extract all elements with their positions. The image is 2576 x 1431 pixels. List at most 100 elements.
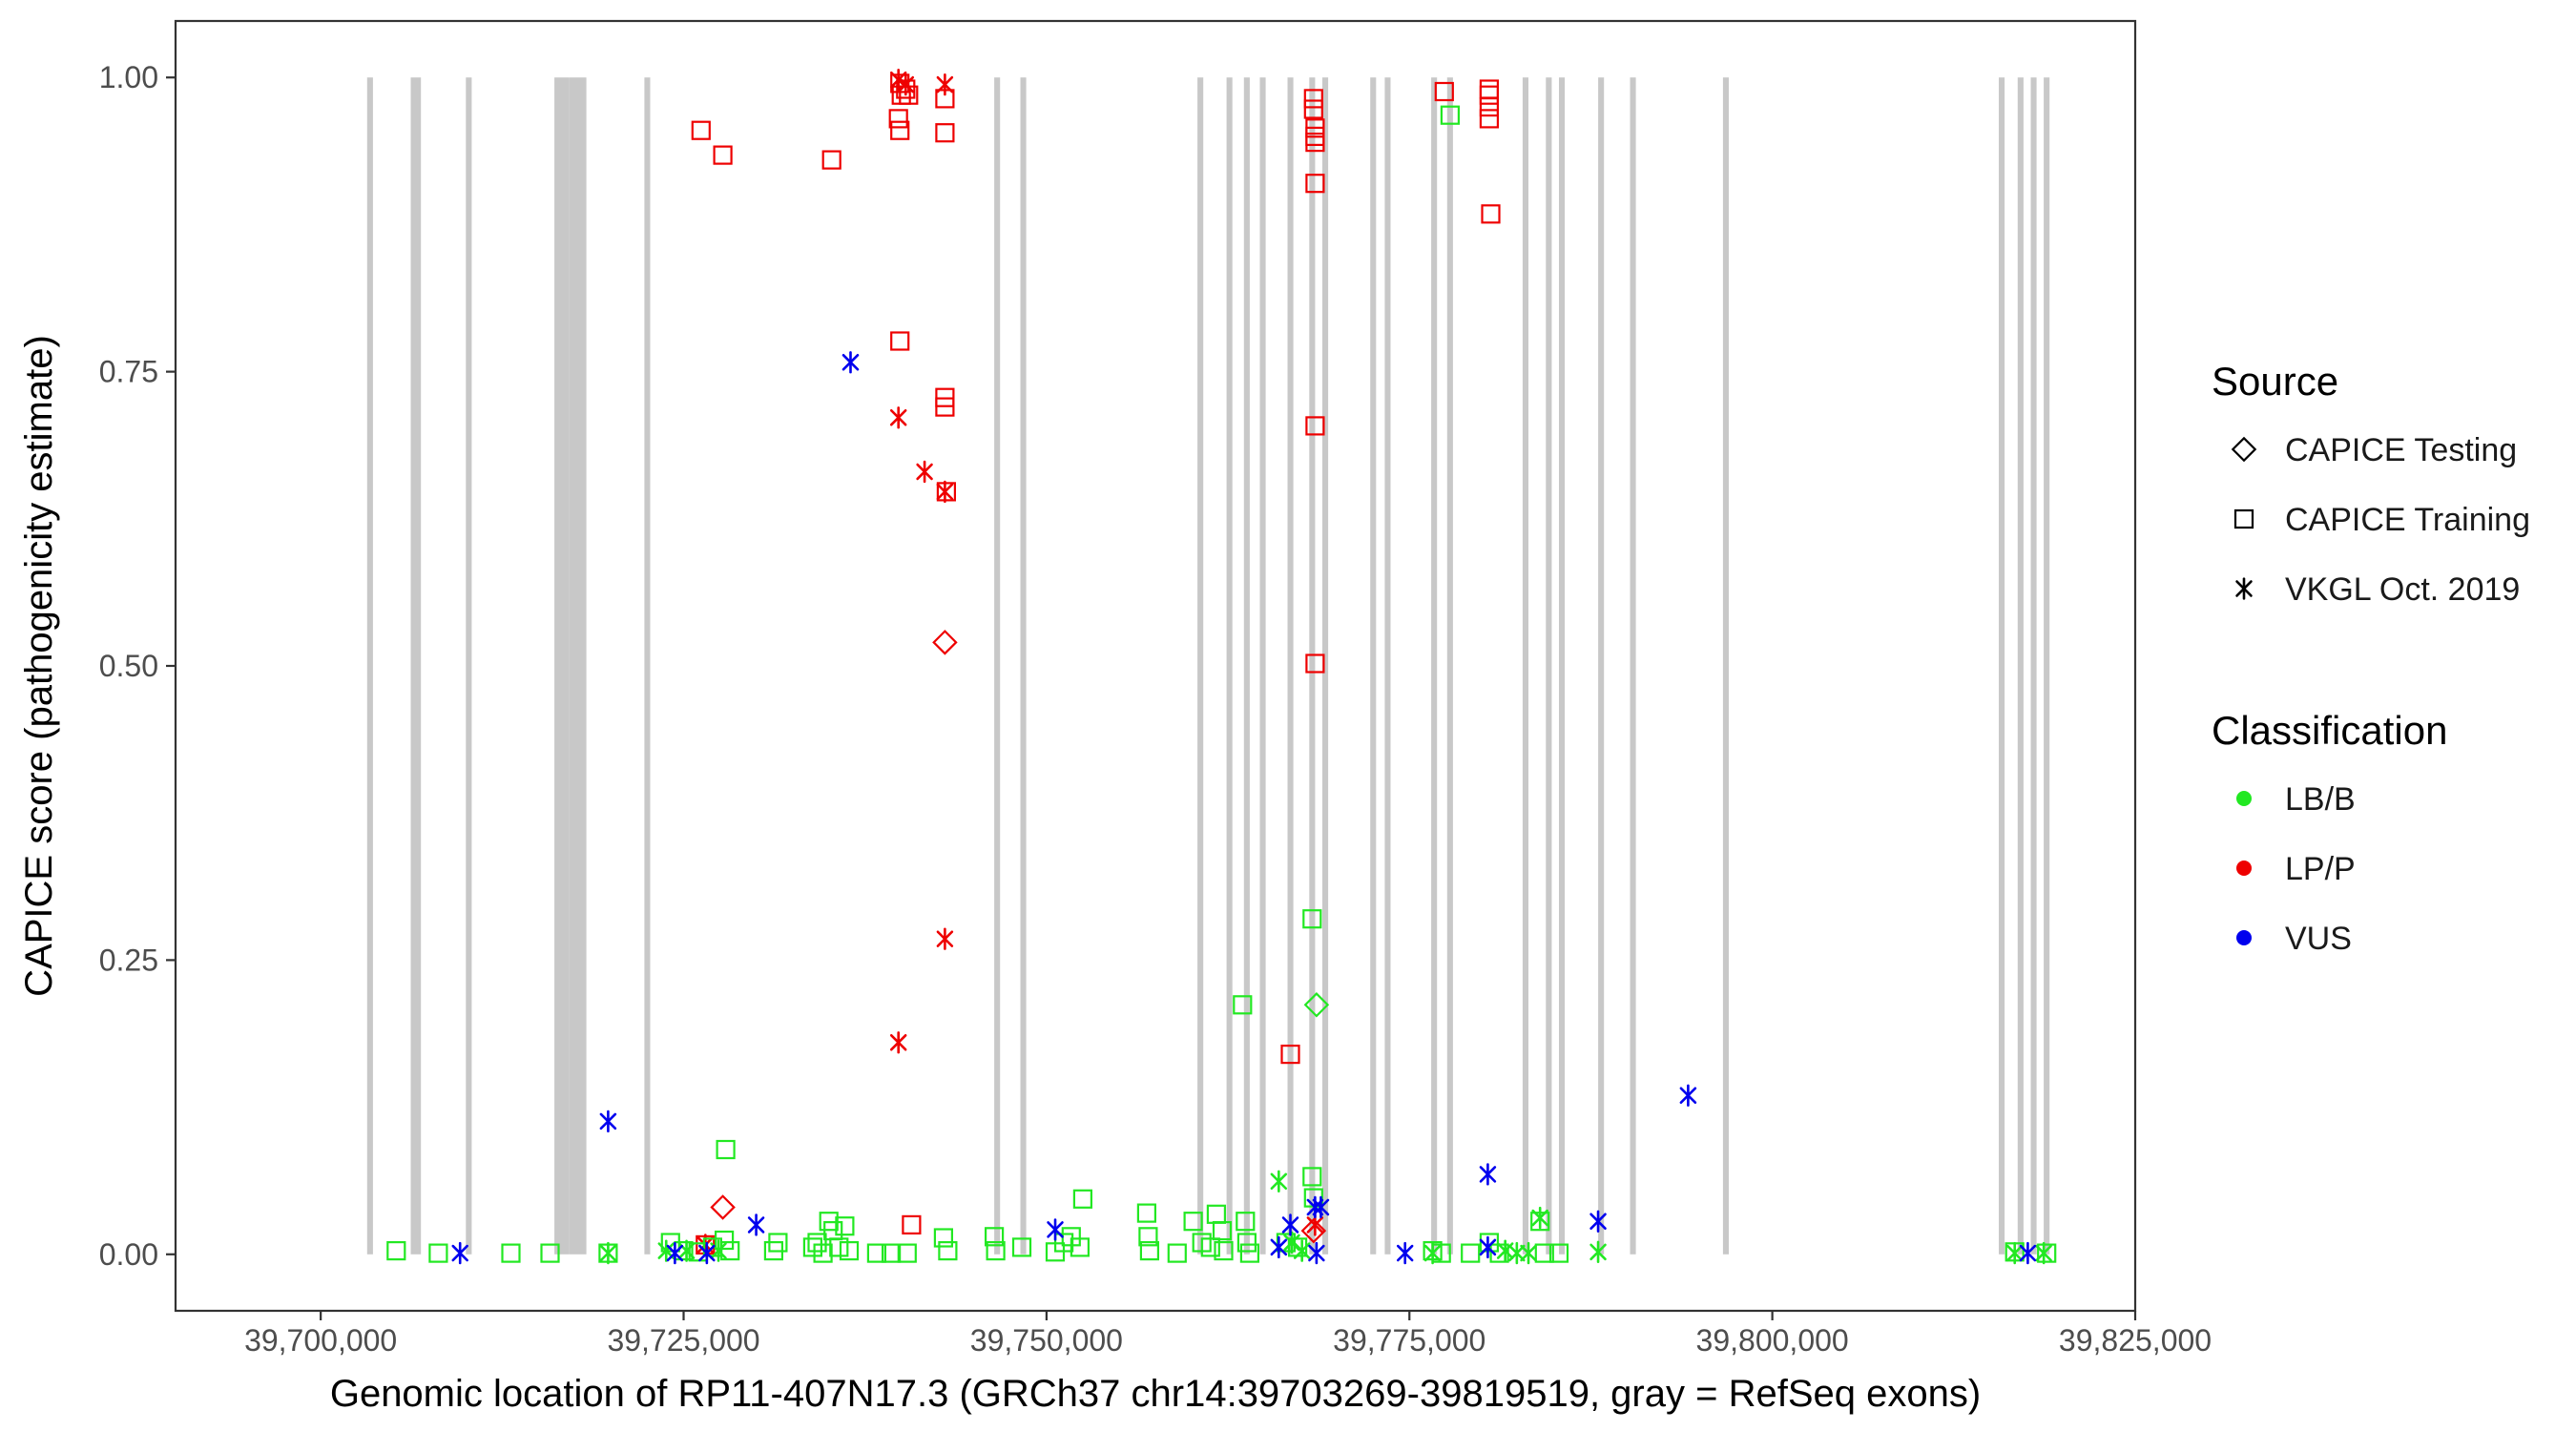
point-capice-training (713, 145, 733, 165)
point-vkgl-oct-2019 (2005, 1241, 2024, 1265)
point-capice-training (691, 120, 711, 140)
point-capice-training (1236, 1233, 1257, 1253)
point-vkgl-oct-2019 (1281, 1213, 1299, 1236)
point-capice-training (540, 1243, 560, 1263)
point-capice-training (986, 1240, 1006, 1261)
point-vkgl-oct-2019 (666, 1241, 684, 1265)
point-capice-training (1183, 1212, 1203, 1232)
exon-band (1384, 77, 1391, 1255)
exon-band (1999, 77, 2005, 1255)
exon-band (366, 77, 373, 1255)
point-capice-training (716, 1139, 736, 1160)
point-capice-training (714, 1230, 735, 1251)
point-capice-training (1011, 1237, 1032, 1257)
point-vkgl-oct-2019 (1308, 1241, 1325, 1265)
legend-source-testing-label: CAPICE Testing (2285, 432, 2517, 468)
y-axis-title: CAPICE score (pathogenicity estimate) (18, 335, 60, 997)
point-capice-training (835, 1216, 855, 1236)
y-tick-label: 0.25 (99, 943, 158, 977)
exon-band (1446, 77, 1453, 1255)
point-vkgl-oct-2019 (747, 1213, 765, 1236)
x-tick-label: 39,750,000 (970, 1323, 1123, 1358)
point-vkgl-oct-2019 (698, 1241, 716, 1265)
point-capice-training (935, 123, 955, 143)
point-vkgl-oct-2019 (1520, 1241, 1537, 1265)
point-capice-training (1236, 1212, 1256, 1232)
legend-source-training-label: CAPICE Training (2285, 502, 2530, 538)
point-capice-training (821, 150, 841, 170)
legend: Source CAPICE Testing CAPICE Training VK… (2212, 359, 2530, 957)
exon-band (1309, 77, 1316, 1255)
point-capice-training (1434, 81, 1454, 102)
legend-blue-dot-icon (2236, 930, 2252, 945)
point-capice-training (768, 1233, 788, 1253)
point-vkgl-oct-2019 (1396, 1241, 1414, 1265)
x-axis-title: Genomic location of RP11-407N17.3 (GRCh3… (330, 1373, 1981, 1415)
point-vkgl-oct-2019 (897, 73, 915, 96)
exon-band (1522, 77, 1528, 1255)
point-capice-training (1479, 109, 1500, 129)
legend-asterisk-icon (2235, 577, 2253, 600)
point-vkgl-oct-2019 (936, 927, 954, 950)
exon-band (644, 77, 651, 1255)
point-vkgl-oct-2019 (889, 69, 907, 92)
point-vkgl-oct-2019 (599, 1241, 617, 1265)
legend-class-lpp: LP/P (2236, 851, 2356, 887)
exon-band (1598, 77, 1605, 1255)
legend-source-testing: CAPICE Testing (2231, 432, 2517, 468)
legend-source-title: Source (2212, 359, 2338, 404)
exon-band (1226, 77, 1233, 1255)
exon-band (2030, 77, 2037, 1255)
point-capice-training (428, 1243, 448, 1263)
point-capice-training (1136, 1203, 1157, 1223)
legend-square-icon (2233, 508, 2254, 529)
exon-band (1431, 77, 1438, 1255)
point-capice-training (2037, 1243, 2057, 1263)
point-capice-training (813, 1243, 833, 1263)
point-capice-training (1303, 89, 1323, 109)
point-capice-training (984, 1227, 1005, 1247)
exon-band (1722, 77, 1729, 1255)
point-capice-training (1302, 1167, 1322, 1187)
point-vkgl-oct-2019 (936, 480, 954, 504)
point-capice-training (1239, 1243, 1260, 1263)
point-capice-testing (710, 1194, 736, 1220)
legend-diamond-icon (2231, 436, 2257, 463)
point-vkgl-oct-2019 (1508, 1241, 1526, 1265)
point-capice-training (1200, 1237, 1220, 1257)
exon-band (1259, 77, 1266, 1255)
point-vkgl-oct-2019 (599, 1110, 617, 1133)
point-vkgl-oct-2019 (1479, 1163, 1497, 1186)
legend-classification-title: Classification (2212, 708, 2447, 753)
point-capice-training (1305, 133, 1325, 153)
legend-class-vus-label: VUS (2285, 921, 2352, 957)
y-tick-label: 1.00 (99, 60, 158, 94)
point-vkgl-oct-2019 (1270, 1170, 1288, 1192)
point-capice-training (902, 1214, 922, 1235)
point-capice-training (1233, 995, 1253, 1015)
legend-green-dot-icon (2236, 791, 2252, 806)
point-vkgl-oct-2019 (1589, 1210, 1607, 1233)
point-capice-training (386, 1240, 406, 1261)
point-vkgl-oct-2019 (916, 460, 933, 484)
point-capice-training (1479, 96, 1500, 117)
point-capice-training (829, 1237, 849, 1257)
y-tick-label: 0.00 (99, 1237, 158, 1272)
legend-red-dot-icon (2236, 861, 2252, 876)
legend-class-vus: VUS (2236, 921, 2352, 957)
point-capice-training (1212, 1220, 1233, 1241)
x-tick-label: 39,775,000 (1333, 1323, 1485, 1358)
point-capice-testing (1300, 1217, 1327, 1244)
exon-band (2017, 77, 2024, 1255)
point-capice-training (1072, 1189, 1093, 1209)
data-points (386, 69, 2057, 1265)
point-vkgl-oct-2019 (2035, 1241, 2052, 1265)
x-tick-label: 39,725,000 (607, 1323, 759, 1358)
legend-class-lbb-label: LB/B (2285, 781, 2356, 818)
x-tick-label: 39,700,000 (244, 1323, 397, 1358)
point-capice-training (938, 1240, 958, 1261)
point-capice-training (501, 1243, 521, 1263)
exon-band (466, 77, 472, 1255)
point-vkgl-oct-2019 (936, 73, 954, 96)
